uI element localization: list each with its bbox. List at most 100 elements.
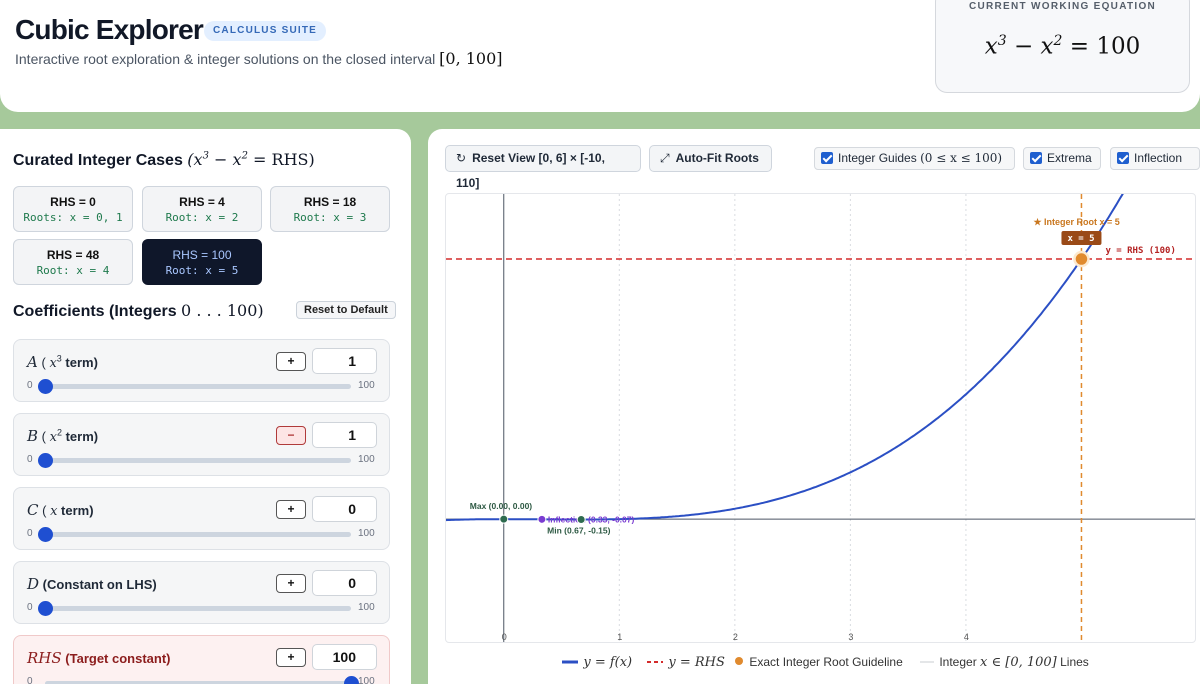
range-max-label: 100 [358, 380, 375, 391]
coefficient-input[interactable]: 1 [312, 348, 377, 374]
app-subtitle: Interactive root exploration & integer s… [15, 49, 503, 68]
checkbox-icon [1117, 152, 1129, 164]
subtitle-interval: [0, 100] [439, 49, 503, 68]
coefficient-label: C ( x term) [27, 501, 94, 519]
min-label: Min (0.67, -0.15) [547, 526, 610, 536]
min-point [576, 515, 586, 525]
reset-view-button[interactable]: ↻ Reset View [0, 6] × [-10, 110] [445, 145, 641, 190]
case-rhs-label: RHS = 100 [172, 248, 232, 262]
slider-thumb[interactable] [344, 676, 359, 684]
coefficient-slider[interactable] [38, 527, 351, 542]
cases-heading: Curated Integer Cases (x3 − x2 = RHS) [13, 150, 315, 169]
coefficient-slider[interactable] [38, 601, 351, 616]
coefficient-card-b: B ( x2 term) −1 0 100 [13, 413, 390, 476]
case-rhs-label: RHS = 48 [46, 248, 100, 262]
plot-area[interactable]: 0 1 2 3 4 Max (0.00, 0.00) Inflection (0.33, -… [445, 193, 1196, 643]
cubic-plot[interactable]: 0 1 2 3 4 Max (0.00, 0.00) Inflection (0.33, -… [446, 194, 1196, 643]
range-min-label: 0 [27, 602, 33, 613]
coefficient-slider[interactable] [38, 379, 351, 394]
case-button[interactable]: RHS = 0 Roots: x = 0, 1 [13, 186, 133, 232]
cases-heading-formula: (x3 − x2 = RHS) [187, 150, 315, 169]
current-equation: x3 − x2 = 100 [984, 33, 1141, 60]
controls-panel: Curated Integer Cases (x3 − x2 = RHS) RH… [0, 129, 411, 684]
case-root-label: Root: x = 2 [165, 211, 239, 224]
slider-thumb[interactable] [38, 379, 53, 394]
case-root-label: Roots: x = 0, 1 [23, 211, 123, 224]
case-button[interactable]: RHS = 18 Root: x = 3 [270, 186, 390, 232]
max-label: Max (0.00, 0.00) [470, 501, 533, 511]
case-rhs-label: RHS = 18 [303, 195, 357, 209]
range-max-label: 100 [358, 528, 375, 539]
max-point [499, 514, 509, 524]
coefficient-card-c: C ( x term) +0 0 100 [13, 487, 390, 550]
integer-guides-toggle[interactable]: Integer Guides (0 ≤ x ≤ 100) [814, 147, 1015, 170]
extrema-toggle[interactable]: Extrema [1023, 147, 1101, 170]
app-header: Cubic Explorer CALCULUS SUITE Interactiv… [0, 0, 1200, 112]
case-button[interactable]: RHS = 48 Root: x = 4 [13, 239, 133, 285]
rhs-label: y = RHS (100) [1105, 246, 1175, 256]
sign-toggle-button[interactable]: + [276, 648, 306, 667]
case-root-label: Root: x = 3 [293, 211, 367, 224]
expand-icon: ⤢ [660, 151, 670, 165]
coefficient-label: RHS (Target constant) [27, 649, 171, 667]
integer-root-label: ★ Integer Root x = 5 [1033, 217, 1119, 227]
coefficient-input[interactable]: 0 [312, 496, 377, 522]
plot-panel: ↻ Reset View [0, 6] × [-10, 110] ⤢ Auto-Fi… [428, 129, 1200, 684]
integer-root-tag [1061, 231, 1102, 246]
x-tick-label: 3 [848, 632, 853, 642]
range-max-label: 100 [358, 454, 375, 465]
x-tick-label: 1 [617, 632, 622, 642]
case-button[interactable]: RHS = 4 Root: x = 2 [142, 186, 262, 232]
inflection-point [537, 514, 547, 524]
legend-rhs-swatch [647, 661, 663, 663]
sign-toggle-button[interactable]: + [276, 352, 306, 371]
range-min-label: 0 [27, 380, 33, 391]
checkbox-icon [1030, 152, 1042, 164]
coefficient-slider[interactable] [45, 676, 359, 684]
case-root-label: Root: x = 4 [36, 264, 110, 277]
coefficient-card-d: D (Constant on LHS) +0 0 100 [13, 561, 390, 624]
coefficient-label: B ( x2 term) [27, 427, 99, 445]
coefficient-input[interactable]: 0 [312, 570, 377, 596]
slider-thumb[interactable] [38, 453, 53, 468]
x-tick-label: 4 [964, 632, 969, 642]
coefficient-input[interactable]: 100 [312, 644, 377, 670]
slider-thumb[interactable] [38, 601, 53, 616]
inflection-toggle[interactable]: Inflection [1110, 147, 1200, 170]
coefficient-card-a: A ( x3 term) +1 0 100 [13, 339, 390, 402]
legend-curve: y = f(x) [562, 655, 632, 673]
sign-toggle-button[interactable]: − [276, 426, 306, 445]
suite-badge: CALCULUS SUITE [204, 21, 327, 41]
coefficient-label: A ( x3 term) [27, 353, 98, 371]
integer-root-tag-label: x = 5 [1067, 234, 1094, 244]
legend-curve-swatch [562, 660, 578, 664]
auto-fit-button[interactable]: ⤢ Auto-Fit Roots [649, 145, 772, 172]
reset-icon: ↻ [456, 151, 467, 165]
case-root-label: Root: x = 5 [165, 264, 239, 277]
app-title: Cubic Explorer [15, 14, 204, 45]
coefficient-label: D (Constant on LHS) [27, 575, 157, 593]
equation-card: CURRENT WORKING EQUATION x3 − x2 = 100 [935, 0, 1190, 93]
checkbox-icon [821, 152, 833, 164]
equation-label: CURRENT WORKING EQUATION [968, 1, 1157, 12]
legend-root-swatch [735, 657, 743, 665]
inflection-label: Inflection (0.33, -0.07) [548, 514, 635, 524]
integer-root-marker [1073, 250, 1090, 268]
legend-rhs: y = RHS [647, 655, 725, 673]
legend-integer-guides: Integer x ∈ [0, 100] Lines [920, 655, 1089, 673]
subtitle-text: Interactive root exploration & integer s… [15, 51, 436, 67]
slider-thumb[interactable] [38, 527, 53, 542]
range-max-label: 100 [358, 676, 375, 684]
range-min-label: 0 [27, 454, 33, 465]
cubic-curve [446, 194, 1124, 522]
range-min-label: 0 [27, 676, 33, 684]
coefficient-input[interactable]: 1 [312, 422, 377, 448]
legend-guides-swatch [920, 661, 934, 663]
reset-default-button[interactable]: Reset to Default [296, 301, 396, 319]
sign-toggle-button[interactable]: + [276, 500, 306, 519]
range-max-label: 100 [358, 602, 375, 613]
coefficient-card-rhs: RHS (Target constant) +100 0 100 [13, 635, 390, 684]
case-button[interactable]: RHS = 100 Root: x = 5 [142, 239, 262, 285]
sign-toggle-button[interactable]: + [276, 574, 306, 593]
coefficient-slider[interactable] [38, 453, 351, 468]
